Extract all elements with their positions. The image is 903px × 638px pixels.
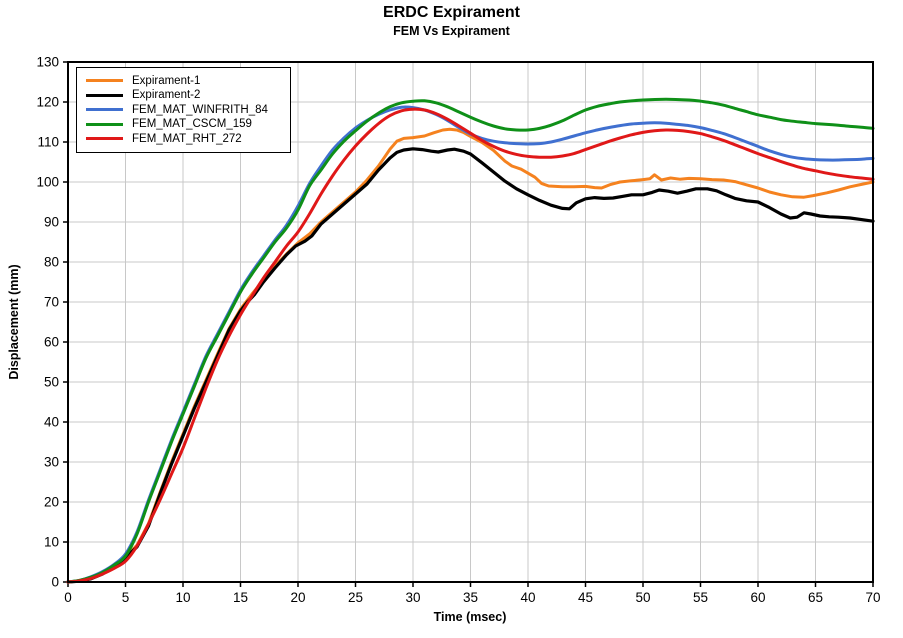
x-tick-label: 30 [405,590,420,605]
y-tick-label: 80 [44,255,59,270]
x-tick-label: 0 [64,590,72,605]
plot-border [67,61,874,583]
x-tick-label: 25 [348,590,363,605]
x-tick-label: 20 [290,590,305,605]
legend: Expirament-1 Expirament-2 FEM_MAT_WINFRITH… [76,67,291,153]
x-tick-label: 40 [520,590,535,605]
x-tick-label: 45 [578,590,593,605]
y-axis-title: Displacement (mm) [7,264,21,380]
legend-item-FEM_MAT_WINFRITH_84: FEM_MAT_WINFRITH_84 [86,103,268,117]
chart-subtitle: FEM Vs Expirament [393,24,510,38]
y-tick-label: 40 [44,415,59,430]
y-tick-label: 0 [51,575,59,590]
legend-item-FEM_MAT_CSCM_159: FEM_MAT_CSCM_159 [86,118,268,132]
x-tick-label: 35 [463,590,478,605]
legend-label: FEM_MAT_WINFRITH_84 [132,103,268,116]
y-tick-label: 100 [36,175,59,190]
series-line-Expirament-2 [66,147,875,584]
legend-line-sample [86,137,123,141]
x-tick-label: 5 [122,590,130,605]
chart-title: ERDC Expirament [383,4,520,21]
legend-label: FEM_MAT_RHT_272 [132,132,242,145]
y-tick-label: 70 [44,295,59,310]
x-axis-title: Time (msec) [433,610,507,624]
legend-label: Expirament-1 [132,74,201,87]
legend-line-sample [86,122,123,126]
legend-item-Expirament-2: Expirament-2 [86,89,268,103]
legend-item-FEM_MAT_RHT_272: FEM_MAT_RHT_272 [86,132,268,146]
legend-line-sample [86,108,123,112]
y-tick-label: 10 [44,535,59,550]
x-tick-label: 10 [175,590,190,605]
y-tick-label: 50 [44,375,59,390]
y-tick-label: 120 [36,95,59,110]
series-line-FEM_MAT_RHT_272 [66,107,875,584]
x-tick-label: 70 [865,590,880,605]
legend-item-Expirament-1: Expirament-1 [86,74,268,88]
y-tick-label: 30 [44,455,59,470]
legend-label: Expirament-2 [132,89,201,102]
y-tick-label: 20 [44,495,59,510]
x-tick-label: 15 [233,590,248,605]
x-tick-label: 55 [693,590,708,605]
y-tick-label: 90 [44,215,59,230]
y-tick-label: 60 [44,335,59,350]
y-tick-label: 110 [37,135,59,150]
legend-line-sample [86,93,123,97]
legend-label: FEM_MAT_CSCM_159 [132,118,252,131]
y-tick-label: 130 [36,55,59,70]
series-line-FEM_MAT_CSCM_159 [66,97,875,584]
x-tick-label: 65 [808,590,823,605]
x-tick-label: 60 [750,590,765,605]
legend-line-sample [86,79,123,83]
x-tick-label: 50 [635,590,650,605]
